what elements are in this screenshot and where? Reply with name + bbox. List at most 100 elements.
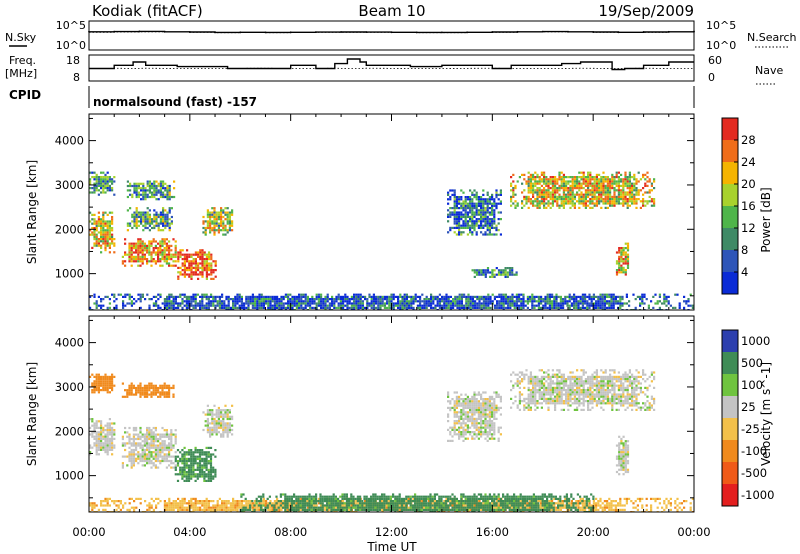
noise-point — [541, 30, 544, 33]
power-ytick-label: 4000 — [55, 134, 84, 148]
power-colorbar-segment — [722, 206, 738, 228]
velocity-colorbar-tick: -1000 — [741, 488, 774, 502]
time-tick-label: 00:00 — [72, 525, 105, 539]
power-echo-region-6 — [202, 207, 234, 236]
power-colorbar-tick: 28 — [741, 133, 756, 147]
noise-point — [617, 31, 620, 34]
freq-label-line2: [MHz] — [5, 67, 37, 80]
power-colorbar-tick: 20 — [741, 177, 756, 191]
freq-right-tick-bottom: 0 — [708, 71, 715, 84]
power-colorbar-segment — [722, 184, 738, 206]
noise-point — [441, 31, 443, 34]
freq-left-tick-top: 18 — [66, 54, 80, 67]
power-panel: 4000 3000 2000 1000 Slant Range [km] 28 24 20… — [25, 113, 773, 311]
noise-point — [693, 30, 695, 33]
power-colorbar-segment — [722, 272, 738, 294]
power-colorbar-segment — [722, 162, 738, 184]
noise-point — [113, 30, 116, 33]
power-echo-region-0 — [89, 211, 116, 254]
noise-frame — [88, 20, 695, 51]
power-colorbar-tick: 4 — [741, 265, 748, 279]
noise-point — [667, 30, 670, 33]
velocity-ytick-label: 3000 — [55, 380, 84, 394]
noise-point — [163, 30, 166, 33]
noise-point — [592, 31, 595, 33]
power-echo-region-5 — [177, 249, 217, 280]
power-colorbar-segment — [722, 118, 738, 140]
power-ytick-label: 1000 — [55, 267, 84, 281]
power-colorbar-segment — [722, 228, 738, 250]
velocity-colorbar-segment — [722, 396, 738, 418]
freq-right-tick-top: 60 — [708, 54, 722, 67]
power-echo-region-2 — [121, 238, 177, 267]
velocity-colorbar-tick: -500 — [741, 466, 767, 480]
cpid-label: CPID — [9, 88, 41, 102]
velocity-echo-region-1 — [89, 373, 116, 394]
velocity-colorbar-tick: -25 — [741, 422, 760, 436]
noise-point — [516, 30, 519, 33]
velocity-colorbar-label: Velocity [m s^-1] — [759, 362, 773, 466]
nave-label: Nave — [755, 64, 783, 77]
velocity-echo-region-6 — [447, 391, 502, 442]
noise-point — [315, 31, 317, 33]
power-colorbar-tick: 12 — [741, 221, 756, 235]
nsky-label: N.Sky — [5, 31, 37, 44]
noise-point — [289, 31, 292, 34]
time-tick-label: 20:00 — [577, 525, 610, 539]
noise-point — [390, 31, 393, 34]
velocity-echo-region-4 — [174, 446, 217, 482]
noise-point — [138, 30, 141, 33]
noise-point — [365, 31, 368, 33]
velocity-colorbar-segment — [722, 418, 738, 440]
velocity-colorbar-segment — [722, 484, 738, 506]
noise-right-tick-bottom: 10^0 — [706, 39, 736, 52]
velocity-colorbar-segment — [722, 462, 738, 484]
noise-point — [491, 31, 494, 33]
nsearch-label: N.Search — [747, 31, 797, 44]
power-ylabel: Slant Range [km] — [25, 160, 39, 264]
noise-point — [415, 31, 418, 34]
power-colorbar-segment — [722, 140, 738, 162]
velocity-colorbar-tick: 25 — [741, 400, 756, 414]
velocity-echo-region-7 — [510, 369, 656, 411]
noise-point — [264, 31, 267, 34]
freq-frame — [88, 54, 695, 82]
freq-label-line1: Freq. — [9, 54, 36, 67]
beam-title: Beam 10 — [358, 2, 425, 20]
velocity-echo-region-2 — [121, 426, 177, 469]
noise-point — [466, 31, 468, 34]
noise-right-tick-top: 10^5 — [706, 19, 736, 32]
time-xlabel: Time UT — [366, 540, 417, 554]
power-echo-region-4 — [126, 207, 173, 232]
station-title: Kodiak (fitACF) — [92, 2, 203, 20]
time-tick-label: 00:00 — [677, 525, 710, 539]
velocity-colorbar-segment — [722, 374, 738, 396]
power-ytick-label: 3000 — [55, 178, 84, 192]
velocity-colorbar-segment — [722, 330, 738, 352]
velocity-ytick-label: 1000 — [55, 469, 84, 483]
noise-point — [642, 31, 645, 33]
noise-left-tick-top: 10^5 — [56, 19, 86, 32]
time-tick-label: 08:00 — [274, 525, 307, 539]
velocity-frame — [88, 315, 695, 513]
velocity-echo-region-8 — [615, 435, 630, 476]
noise-panel: N.Sky N.Search 10^5 10^0 10^5 10^0 — [5, 19, 797, 52]
power-echo-region-7 — [447, 189, 502, 236]
power-echo-region-3 — [126, 180, 176, 201]
velocity-ytick-label: 4000 — [55, 336, 84, 350]
velocity-echo-region-3 — [121, 382, 175, 398]
noise-point — [567, 30, 569, 33]
power-colorbar-tick: 16 — [741, 199, 756, 213]
cpid-row: CPID normalsound (fast) -157 — [9, 86, 695, 109]
power-colorbar-tick: 24 — [741, 155, 756, 169]
velocity-ylabel: Slant Range [km] — [25, 362, 39, 466]
velocity-ytick-label: 2000 — [55, 424, 84, 438]
power-colorbar-segment — [722, 250, 738, 272]
noise-point — [239, 31, 242, 34]
time-tick-label: 12:00 — [375, 525, 408, 539]
velocity-colorbar-segment — [722, 440, 738, 462]
velocity-panel: 4000 3000 2000 1000 Slant Range [km] 1000 50… — [25, 315, 774, 554]
noise-point — [188, 31, 191, 33]
velocity-echo-region-0 — [89, 418, 116, 456]
